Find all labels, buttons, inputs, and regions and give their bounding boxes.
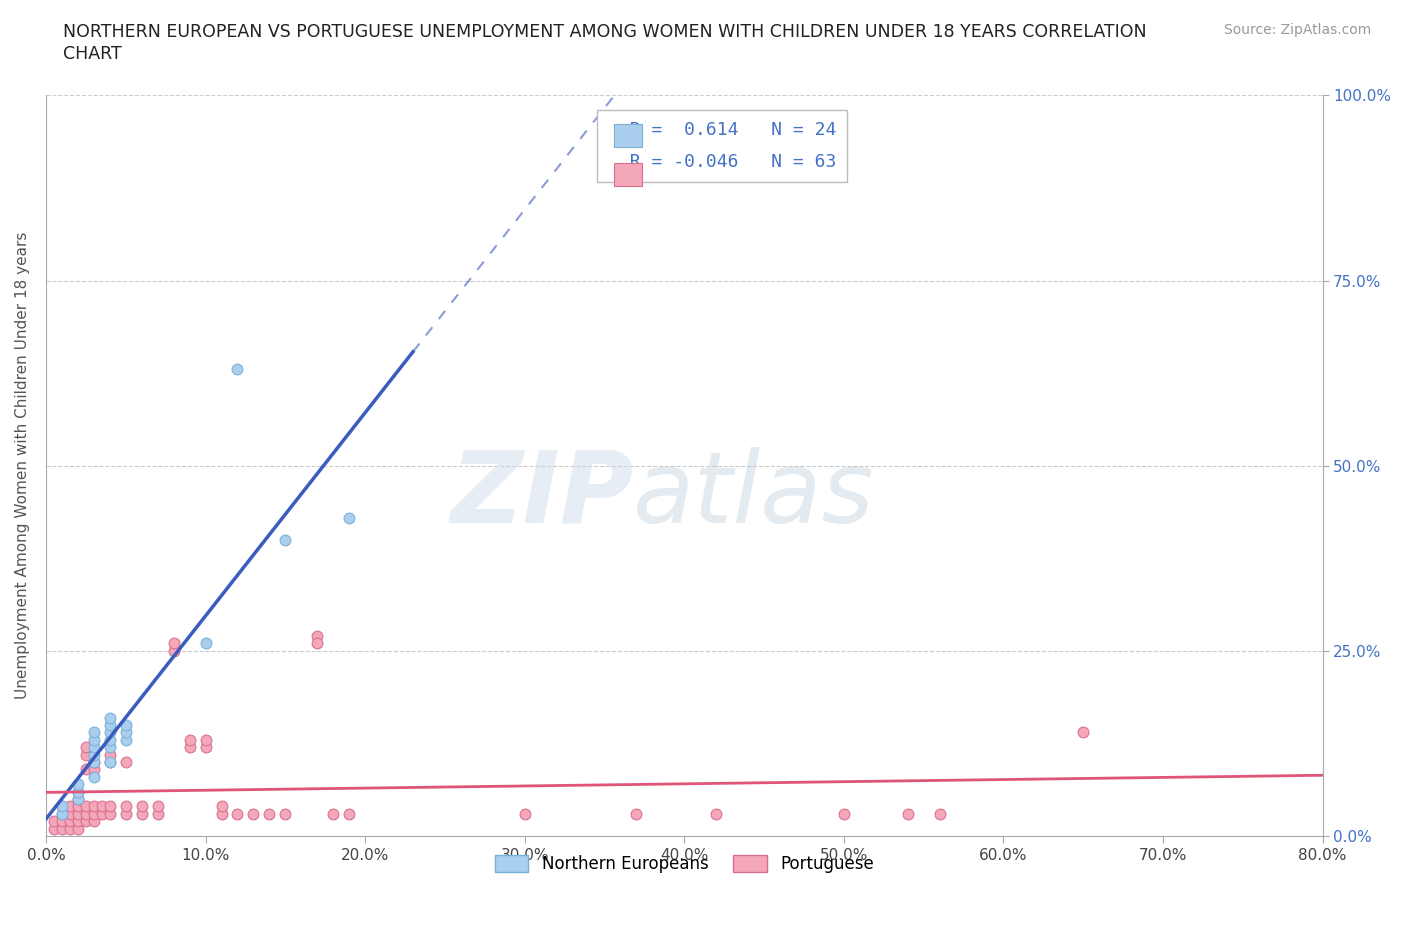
Point — [51, 806, 73, 821]
Point — [928, 806, 950, 821]
Point — [66, 791, 89, 806]
Point — [307, 629, 329, 644]
Point — [194, 732, 217, 747]
Point — [66, 814, 89, 829]
Point — [322, 806, 344, 821]
Point — [146, 799, 169, 814]
Point — [83, 732, 105, 747]
Point — [75, 747, 97, 762]
Point — [51, 799, 73, 814]
Point — [59, 821, 82, 836]
Y-axis label: Unemployment Among Women with Children Under 18 years: Unemployment Among Women with Children U… — [15, 232, 30, 699]
Point — [83, 754, 105, 769]
Point — [42, 814, 65, 829]
Point — [83, 814, 105, 829]
Text: NORTHERN EUROPEAN VS PORTUGUESE UNEMPLOYMENT AMONG WOMEN WITH CHILDREN UNDER 18 : NORTHERN EUROPEAN VS PORTUGUESE UNEMPLOY… — [63, 23, 1147, 41]
Point — [75, 814, 97, 829]
Text: atlas: atlas — [633, 446, 875, 544]
Point — [114, 754, 136, 769]
Point — [75, 762, 97, 777]
Point — [83, 754, 105, 769]
Point — [98, 747, 121, 762]
Point — [98, 806, 121, 821]
Point — [337, 806, 360, 821]
Point — [59, 814, 82, 829]
Point — [179, 732, 201, 747]
Point — [98, 754, 121, 769]
Point — [98, 724, 121, 739]
Point — [66, 821, 89, 836]
Text: R =  0.614   N = 24
  R = -0.046   N = 63: R = 0.614 N = 24 R = -0.046 N = 63 — [607, 121, 837, 171]
Point — [114, 717, 136, 732]
Point — [897, 806, 920, 821]
Point — [90, 806, 112, 821]
Point — [83, 806, 105, 821]
Point — [75, 739, 97, 754]
Point — [83, 747, 105, 762]
Point — [98, 732, 121, 747]
Point — [179, 739, 201, 754]
Point — [66, 806, 89, 821]
Point — [98, 754, 121, 769]
Point — [75, 799, 97, 814]
Point — [131, 799, 153, 814]
Point — [337, 511, 360, 525]
Point — [83, 739, 105, 754]
Point — [51, 806, 73, 821]
Point — [83, 724, 105, 739]
Point — [83, 799, 105, 814]
Point — [146, 806, 169, 821]
Point — [226, 806, 249, 821]
Point — [83, 762, 105, 777]
Text: ZIP: ZIP — [450, 446, 633, 544]
Point — [51, 814, 73, 829]
Point — [98, 799, 121, 814]
Point — [626, 806, 648, 821]
Point — [1071, 724, 1094, 739]
Point — [51, 821, 73, 836]
Point — [211, 799, 233, 814]
Point — [114, 732, 136, 747]
Point — [194, 636, 217, 651]
FancyBboxPatch shape — [614, 124, 643, 147]
Point — [162, 644, 184, 658]
Point — [66, 791, 89, 806]
Point — [66, 799, 89, 814]
Point — [274, 532, 297, 547]
Point — [162, 636, 184, 651]
Point — [98, 711, 121, 725]
Point — [98, 717, 121, 732]
Text: CHART: CHART — [63, 45, 122, 62]
Point — [259, 806, 281, 821]
FancyBboxPatch shape — [614, 163, 643, 187]
Point — [42, 821, 65, 836]
Point — [704, 806, 727, 821]
Point — [59, 806, 82, 821]
Point — [114, 806, 136, 821]
Point — [307, 636, 329, 651]
Point — [114, 799, 136, 814]
Legend: Northern Europeans, Portuguese: Northern Europeans, Portuguese — [488, 848, 880, 880]
Point — [513, 806, 536, 821]
Point — [242, 806, 264, 821]
Point — [832, 806, 855, 821]
Point — [83, 769, 105, 784]
Point — [66, 784, 89, 799]
Point — [66, 777, 89, 791]
Point — [51, 799, 73, 814]
Point — [226, 362, 249, 377]
Point — [274, 806, 297, 821]
Point — [75, 806, 97, 821]
Point — [59, 799, 82, 814]
Point — [211, 806, 233, 821]
Point — [194, 739, 217, 754]
Point — [90, 799, 112, 814]
Point — [66, 784, 89, 799]
Text: Source: ZipAtlas.com: Source: ZipAtlas.com — [1223, 23, 1371, 37]
Point — [114, 724, 136, 739]
Point — [98, 739, 121, 754]
Point — [131, 806, 153, 821]
